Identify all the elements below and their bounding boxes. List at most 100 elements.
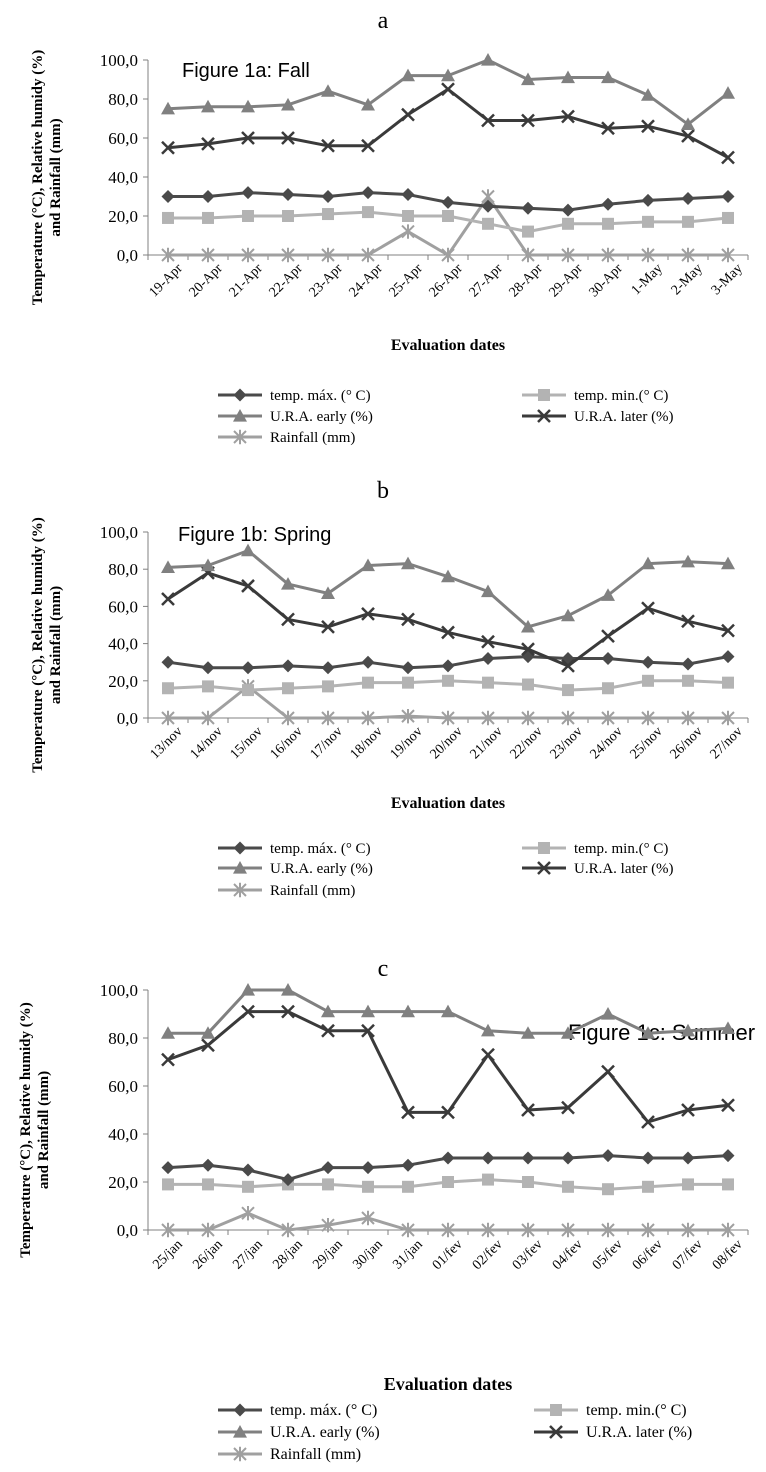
- data-point-temp-max: [321, 1161, 335, 1175]
- data-point-temp-min: [722, 211, 734, 224]
- data-point-ura-later: [481, 634, 495, 649]
- data-point-temp-max: [681, 657, 695, 671]
- series-ura-early: [161, 983, 735, 1039]
- series-ura-early: [161, 543, 735, 633]
- data-point-rainfall: [601, 710, 615, 726]
- panel-letter: b: [377, 478, 389, 504]
- data-point-temp-min: [562, 217, 574, 230]
- data-point-temp-max: [561, 1151, 575, 1165]
- x-tick-label: 22-Apr: [267, 261, 306, 300]
- data-point-rainfall: [681, 710, 695, 726]
- x-axis-label: Evaluation dates: [391, 337, 505, 354]
- data-point-ura-early: [681, 1023, 695, 1037]
- data-point-temp-max: [241, 661, 255, 675]
- legend-marker: [537, 409, 551, 423]
- y-tick-label: 40,0: [108, 1125, 138, 1144]
- y-axis-label-line: and Rainfall (mm): [48, 586, 64, 704]
- data-point-rainfall: [681, 247, 695, 263]
- data-point-ura-early: [641, 556, 655, 570]
- legend-item-ura-early: U.R.A. early (%): [218, 409, 373, 425]
- legend-marker: [538, 842, 550, 854]
- data-point-ura-later: [641, 601, 655, 616]
- data-point-temp-min: [682, 1178, 694, 1191]
- x-tick-label: 1-May: [629, 261, 666, 298]
- data-point-ura-early: [241, 983, 255, 996]
- data-point-temp-min: [242, 1180, 254, 1193]
- data-point-ura-later: [681, 614, 695, 629]
- legend-item-rainfall: Rainfall (mm): [218, 429, 355, 446]
- data-point-temp-max: [521, 1151, 535, 1165]
- data-point-ura-later: [441, 82, 455, 97]
- data-point-temp-min: [242, 684, 254, 697]
- data-point-ura-early: [481, 53, 495, 66]
- data-point-ura-later: [521, 1103, 535, 1117]
- data-point-rainfall: [521, 247, 535, 263]
- data-point-temp-max: [281, 188, 295, 202]
- data-point-ura-later: [521, 642, 535, 657]
- legend-item-ura-later: U.R.A. later (%): [522, 409, 674, 425]
- data-point-rainfall: [441, 247, 455, 263]
- data-point-rainfall: [681, 1222, 695, 1238]
- data-point-temp-min: [402, 1180, 414, 1193]
- chart-title: Figure 1a: Fall: [182, 60, 310, 82]
- data-point-temp-min: [562, 684, 574, 697]
- data-point-ura-later: [241, 1004, 255, 1019]
- legend: temp. máx. (° C) temp. min.(° C) U.R.A. ea…: [218, 841, 674, 899]
- data-point-temp-max: [481, 1151, 495, 1165]
- data-point-temp-min: [282, 682, 294, 695]
- y-tick-label: 100,0: [100, 51, 138, 70]
- x-tick-label: 19/nov: [388, 724, 426, 762]
- data-point-temp-max: [641, 193, 655, 207]
- data-point-ura-later: [721, 150, 735, 165]
- legend-label: temp. min.(° C): [574, 388, 668, 404]
- legend-marker: [549, 1425, 563, 1439]
- x-tick-label: 20/nov: [428, 724, 466, 762]
- x-axis-label: Evaluation dates: [384, 1374, 513, 1394]
- data-point-ura-early: [441, 1004, 455, 1018]
- data-point-temp-max: [601, 1149, 615, 1163]
- y-tick-label: 20,0: [108, 1173, 138, 1192]
- x-tick-label: 25/jan: [150, 1237, 185, 1272]
- x-tick-label: 29-Apr: [547, 261, 586, 300]
- data-point-ura-early: [281, 983, 295, 996]
- series-temp-min: [162, 206, 734, 238]
- data-point-temp-min: [522, 1176, 534, 1188]
- legend-marker: [233, 429, 247, 445]
- data-point-rainfall: [281, 710, 295, 726]
- data-point-temp-max: [681, 1151, 695, 1165]
- legend-marker: [233, 409, 247, 422]
- x-tick-label: 21/nov: [468, 724, 506, 762]
- y-tick-label: 0,0: [117, 709, 138, 728]
- y-tick-label: 100,0: [100, 981, 138, 1000]
- data-point-ura-later: [161, 592, 175, 606]
- data-point-temp-min: [482, 676, 494, 689]
- legend-label: U.R.A. early (%): [270, 409, 373, 425]
- y-axis-label-line: Temperature (°C), Relative humidy (%): [30, 517, 46, 773]
- x-tick-label: 14/nov: [188, 724, 226, 762]
- x-tick-label: 06/fev: [630, 1237, 666, 1273]
- x-tick-label: 30/jan: [350, 1237, 385, 1272]
- data-point-temp-max: [161, 1161, 175, 1175]
- data-point-rainfall: [601, 1222, 615, 1238]
- legend-item-temp-min: temp. min.(° C): [522, 388, 668, 404]
- data-point-ura-later: [441, 625, 455, 640]
- data-point-ura-later: [681, 129, 695, 143]
- data-point-rainfall: [281, 1222, 295, 1238]
- data-point-temp-min: [162, 211, 174, 224]
- data-point-ura-early: [161, 101, 175, 115]
- data-point-rainfall: [641, 1222, 655, 1238]
- data-point-ura-early: [321, 84, 335, 97]
- y-tick-label: 80,0: [108, 560, 138, 579]
- data-point-rainfall: [201, 1222, 215, 1238]
- data-point-ura-early: [721, 86, 735, 99]
- data-point-temp-max: [321, 190, 335, 203]
- x-axis-label: Evaluation dates: [391, 795, 505, 812]
- data-point-temp-max: [721, 1149, 735, 1163]
- x-tick-label: 25-Apr: [387, 261, 426, 300]
- legend: temp. máx. (° C) temp. min.(° C) U.R.A. ea…: [218, 388, 674, 446]
- data-point-ura-later: [401, 1105, 415, 1120]
- legend-item-rainfall: Rainfall (mm): [218, 882, 355, 899]
- data-point-ura-early: [441, 569, 455, 583]
- data-point-ura-early: [201, 1026, 215, 1039]
- data-point-rainfall: [241, 1206, 255, 1221]
